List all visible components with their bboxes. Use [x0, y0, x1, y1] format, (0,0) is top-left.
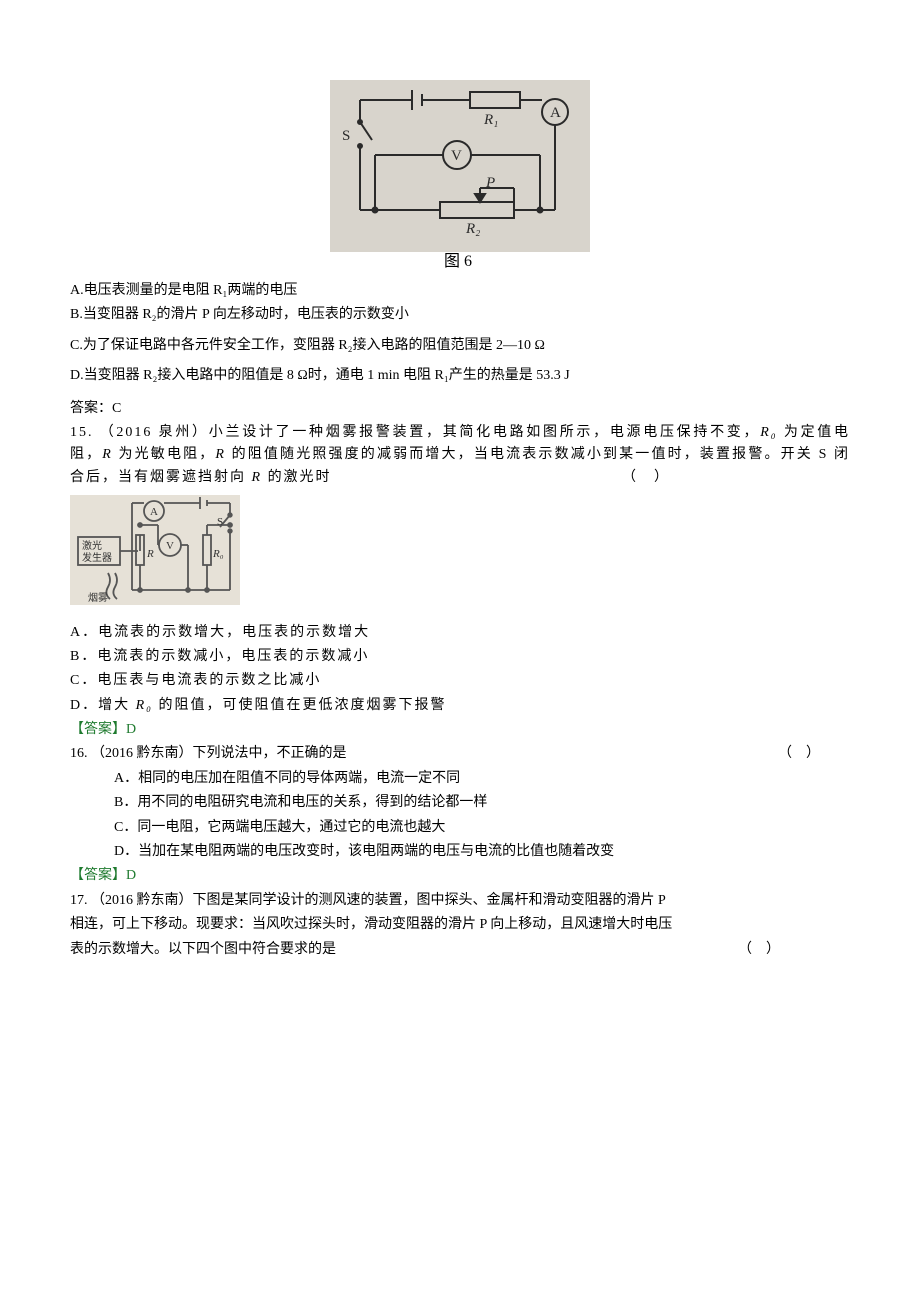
- q15-D-R0: R₀: [136, 698, 153, 713]
- q15-mid2: 为光敏电阻，: [113, 447, 216, 462]
- q16-answer: 【答案】D: [70, 865, 850, 887]
- q14-answer: 答案：C: [70, 398, 850, 420]
- q17-line3: 表的示数增大。以下四个图中符合要求的是 （ ）: [70, 939, 850, 961]
- q16-option-D: D．当加在某电阻两端的电压改变时，该电阻两端的电压与电流的比值也随着改变: [70, 841, 850, 863]
- q15-paren: （ ）: [622, 467, 670, 489]
- q17-line1: 17. （2016 黔东南）下图是某同学设计的测风速的装置，图中探头、金属杆和滑…: [70, 890, 850, 912]
- q17-line2: 相连，可上下移动。现要求：当风吹过探头时，滑动变阻器的滑片 P 向上移动，且风速…: [70, 914, 850, 936]
- q16-paren: （ ）: [778, 743, 820, 765]
- q15-option-A: A．电流表的示数增大，电压表的示数增大: [70, 622, 850, 644]
- q17-line3-text: 表的示数增大。以下四个图中符合要求的是: [70, 942, 336, 957]
- figure-6: S R₁ A V P R₂ 图 6: [330, 80, 590, 270]
- q15-R-3: R: [252, 470, 263, 485]
- label-S: S: [342, 128, 350, 144]
- q15-after: 的激光时: [262, 470, 332, 485]
- q15-fig-R0: R₀: [212, 548, 224, 560]
- q16-option-C: C．同一电阻，它两端电压越大，通过它的电流也越大: [70, 817, 850, 839]
- q15-fig-S: S: [217, 516, 223, 528]
- q15-fig-laser1: 激光: [82, 539, 102, 552]
- q17-paren: （ ）: [738, 939, 780, 961]
- figure-6-caption: 图 6: [444, 253, 472, 270]
- label-R1: R₁: [483, 112, 498, 128]
- q15-stem: 15. （2016 泉州）小兰设计了一种烟雾报警装置，其简化电路如图所示，电源电…: [70, 422, 850, 489]
- q16-option-B: B．用不同的电阻研究电流和电压的关系，得到的结论都一样: [70, 792, 850, 814]
- q15-fig-laser2: 发生器: [82, 551, 112, 564]
- q14-option-C: C.为了保证电路中各元件安全工作，变阻器 R₂接入电路的阻值范围是 2—10 Ω: [70, 335, 850, 357]
- q15-fig-V: V: [166, 540, 174, 552]
- q15-fig-smoke: 烟雾: [88, 591, 108, 604]
- label-V: V: [451, 148, 462, 164]
- label-P: P: [485, 175, 495, 191]
- q15-option-C: C．电压表与电流表的示数之比减小: [70, 670, 850, 692]
- q15-D-pre: D．增大: [70, 698, 136, 713]
- q15-R-1: R: [102, 447, 113, 462]
- q14-option-D: D.当变阻器 R₂接入电路中的阻值是 8 Ω时，通电 1 min 电阻 R₁产生…: [70, 365, 850, 387]
- q15-figure-svg: 激光 发生器 烟雾 A V S R R₀: [70, 495, 240, 605]
- figure-6-svg: S R₁ A V P R₂ 图 6: [330, 80, 590, 270]
- q14-option-B: B.当变阻器 R₂的滑片 P 向左移动时，电压表的示数变小: [70, 304, 850, 326]
- q15-R0-1: R₀: [760, 425, 777, 440]
- label-A: A: [550, 105, 561, 121]
- q15-option-D: D．增大 R₀ 的阻值，可使阻值在更低浓度烟雾下报警: [70, 695, 850, 717]
- q15-D-post: 的阻值，可使阻值在更低浓度烟雾下报警: [153, 698, 447, 713]
- q16-stem: 16. （2016 黔东南）下列说法中，不正确的是 （ ）: [70, 743, 850, 765]
- q16-option-A: A．相同的电压加在阻值不同的导体两端，电流一定不同: [70, 768, 850, 790]
- q15-fig-R: R: [146, 548, 154, 560]
- q16-stem-text: 16. （2016 黔东南）下列说法中，不正确的是: [70, 746, 347, 761]
- q15-stem-pre: 15. （2016 泉州）小兰设计了一种烟雾报警装置，其简化电路如图所示，电源电…: [70, 425, 760, 440]
- q15-answer: 【答案】D: [70, 719, 850, 741]
- q14-option-A: A.电压表测量的是电阻 R₁两端的电压: [70, 280, 850, 302]
- q15-figure: 激光 发生器 烟雾 A V S R R₀: [70, 495, 240, 613]
- q15-option-B: B．电流表的示数减小，电压表的示数减小: [70, 646, 850, 668]
- q15-R-2: R: [215, 447, 226, 462]
- label-R2: R₂: [465, 221, 480, 237]
- q15-fig-A: A: [150, 506, 158, 518]
